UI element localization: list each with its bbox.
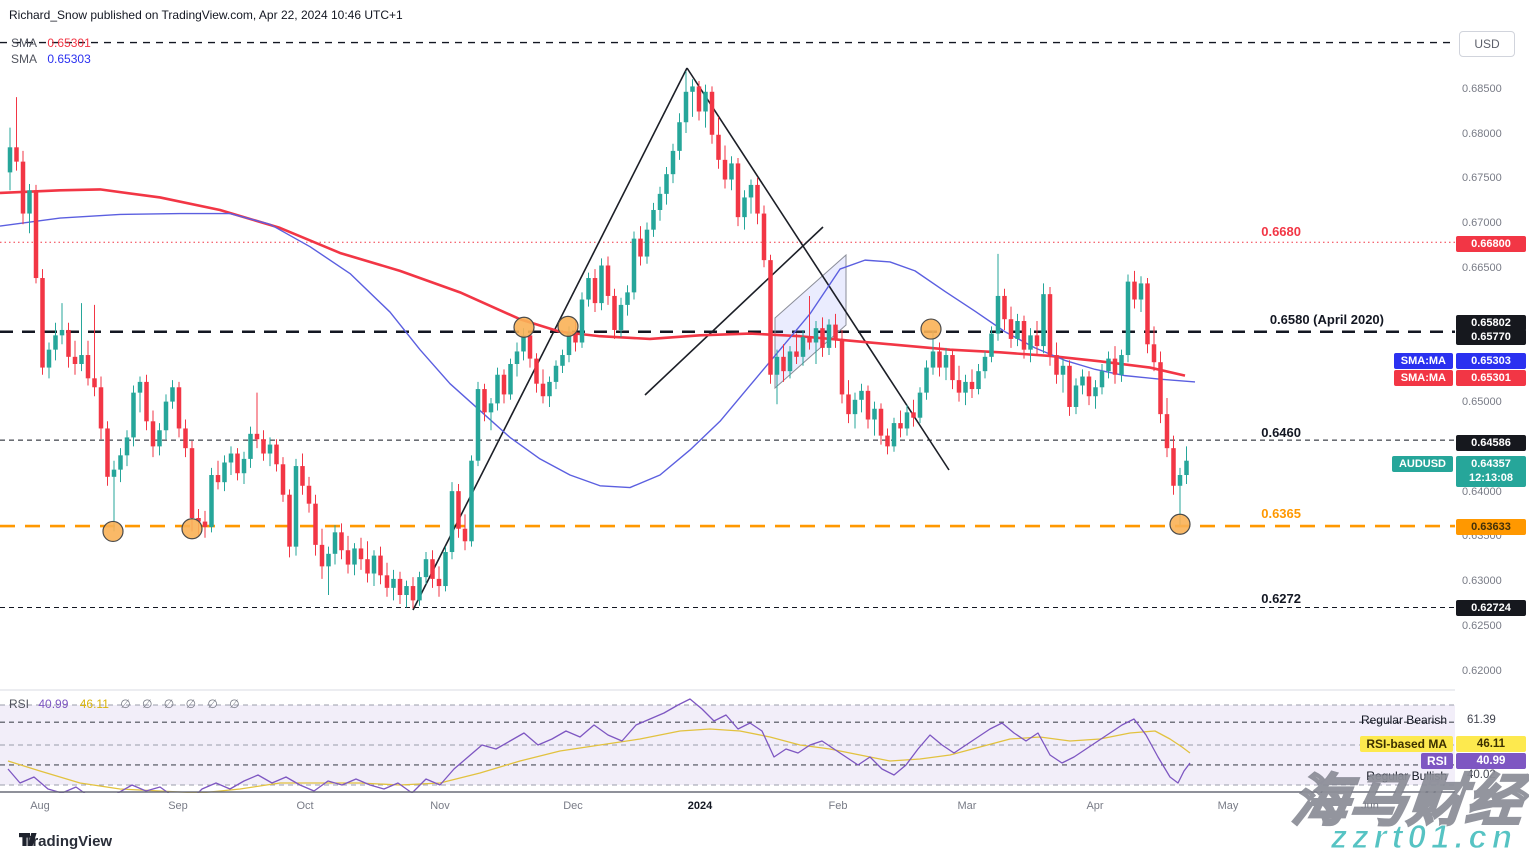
trend-line[interactable] <box>686 67 950 471</box>
price-tick-label: 0.62000 <box>1462 665 1502 677</box>
sma-slow-line[interactable] <box>0 188 1186 377</box>
candle-countdown: 12:13:08 <box>1468 472 1514 484</box>
price-tick-label: 0.65000 <box>1462 396 1502 408</box>
sma-fast-line[interactable] <box>0 212 1196 489</box>
rsi-axis-value: 61.39 <box>1467 714 1496 726</box>
event-circle-marker[interactable] <box>1169 513 1191 535</box>
price-tick-label: 0.67500 <box>1462 172 1502 184</box>
time-tick-label[interactable]: May <box>1217 800 1239 812</box>
sma-axis-tag: SMA:MA <box>1393 353 1453 369</box>
price-axis-badge: 0.62724 <box>1456 600 1526 616</box>
time-tick-label[interactable]: 2024 <box>687 800 713 812</box>
legend-sma-blue[interactable]: SMA 0.65303 <box>11 51 91 67</box>
rsi-level-label: Regular Bearish <box>1360 713 1447 727</box>
sma-axis-tag: SMA:MA <box>1393 370 1453 386</box>
event-circle-marker[interactable] <box>557 315 579 337</box>
time-tick-label[interactable]: Sep <box>168 800 188 812</box>
time-tick-label[interactable]: Aug <box>30 800 50 812</box>
price-tick-label: 0.62500 <box>1462 620 1502 632</box>
watermark-url: zzrt01.cn <box>1330 818 1517 856</box>
price-tick-label: 0.68500 <box>1462 83 1502 95</box>
rsi-value: 40.99 <box>38 697 69 711</box>
tradingview-footer[interactable]: TradingView <box>18 830 112 852</box>
time-tick-label[interactable]: Dec <box>563 800 583 812</box>
indicator-legend: SMA 0.65301 SMA 0.65303 <box>11 35 91 67</box>
rsi-level-label: Regular Bullish <box>1366 769 1447 783</box>
tradingview-brand-text: TradingView <box>24 832 113 850</box>
rsi-legend[interactable]: RSI 40.99 46.11 ∅ ∅ ∅ ∅ ∅ ∅ <box>9 697 244 711</box>
event-circle-marker[interactable] <box>920 318 942 340</box>
price-tick-label: 0.67000 <box>1462 217 1502 229</box>
publish-title: Richard_Snow published on TradingView.co… <box>9 8 403 22</box>
rsi-axis-value: 46.11 <box>1456 736 1526 752</box>
rsi-axis-value: 40.02 <box>1467 769 1496 781</box>
price-level-label: 0.6460 <box>1261 425 1301 440</box>
price-axis-badge: 0.65802 <box>1456 315 1526 331</box>
time-tick-label[interactable]: Apr <box>1086 800 1104 812</box>
event-circle-marker[interactable] <box>181 518 203 540</box>
price-level-label: 0.6365 <box>1261 506 1301 521</box>
price-tick-label: 0.66500 <box>1462 262 1502 274</box>
time-axis[interactable]: Aug Sep Oct Nov Dec 2024 Feb Mar Apr May Jun <box>0 793 1455 820</box>
sma-label: SMA <box>11 36 38 50</box>
rsi-level-label: RSI-based MA <box>1360 736 1453 752</box>
price-axis[interactable]: USD 0.68500 0.68000 0.67500 0.67000 0.66500 0… <box>1455 0 1529 857</box>
price-axis-badge: 0.66800 <box>1456 236 1526 252</box>
price-tick-label: 0.63000 <box>1462 575 1502 587</box>
price-axis-badge: 0.65301 <box>1456 370 1526 386</box>
price-axis-badge: 0.64586 <box>1456 435 1526 451</box>
tradingview-logo-icon <box>19 833 37 846</box>
price-level-label: 0.6680 <box>1261 224 1301 239</box>
time-tick-label[interactable]: Nov <box>430 800 450 812</box>
trend-line[interactable] <box>644 226 824 396</box>
rsi-line <box>7 698 1191 804</box>
price-axis-badge: 0.64357 12:13:08 <box>1456 456 1526 487</box>
price-tick-label: 0.68000 <box>1462 128 1502 140</box>
rsi-level-label: RSI <box>1420 753 1453 769</box>
symbol-tag: AUDUSD <box>1391 456 1453 472</box>
rsi-params: ∅ ∅ ∅ ∅ ∅ ∅ <box>120 697 244 711</box>
rsi-band <box>0 705 1455 785</box>
price-level-label: 0.6272 <box>1261 591 1301 606</box>
rsi-ma-value: 46.11 <box>79 697 109 711</box>
sma-label: SMA <box>11 52 38 66</box>
price-axis-badge: 0.63633 <box>1456 519 1526 535</box>
time-tick-label[interactable]: Jun <box>1361 800 1379 812</box>
time-tick-label[interactable]: Mar <box>957 800 977 812</box>
rsi-axis-value: 40.99 <box>1456 753 1526 769</box>
sma-red-value: 0.65301 <box>47 36 91 50</box>
legend-sma-red[interactable]: SMA 0.65301 <box>11 35 91 51</box>
time-tick-label[interactable]: Feb <box>828 800 848 812</box>
event-circle-marker[interactable] <box>513 316 535 338</box>
price-level-label: 0.6580 (April 2020) <box>1269 312 1384 327</box>
sma-blue-value: 0.65303 <box>47 52 91 66</box>
rsi-label: RSI <box>9 697 30 711</box>
currency-toggle-button[interactable]: USD <box>1459 31 1515 57</box>
price-tick-label: 0.64000 <box>1462 486 1502 498</box>
event-circle-marker[interactable] <box>102 520 124 543</box>
price-axis-badge: 0.65770 <box>1456 329 1526 345</box>
price-axis-badge: 0.65303 <box>1456 353 1526 369</box>
publish-titlebar: Richard_Snow published on TradingView.co… <box>0 0 1529 28</box>
time-tick-label[interactable]: Oct <box>296 800 314 812</box>
candlestick-series[interactable] <box>7 71 1189 609</box>
rsi-ma-line <box>7 728 1191 794</box>
